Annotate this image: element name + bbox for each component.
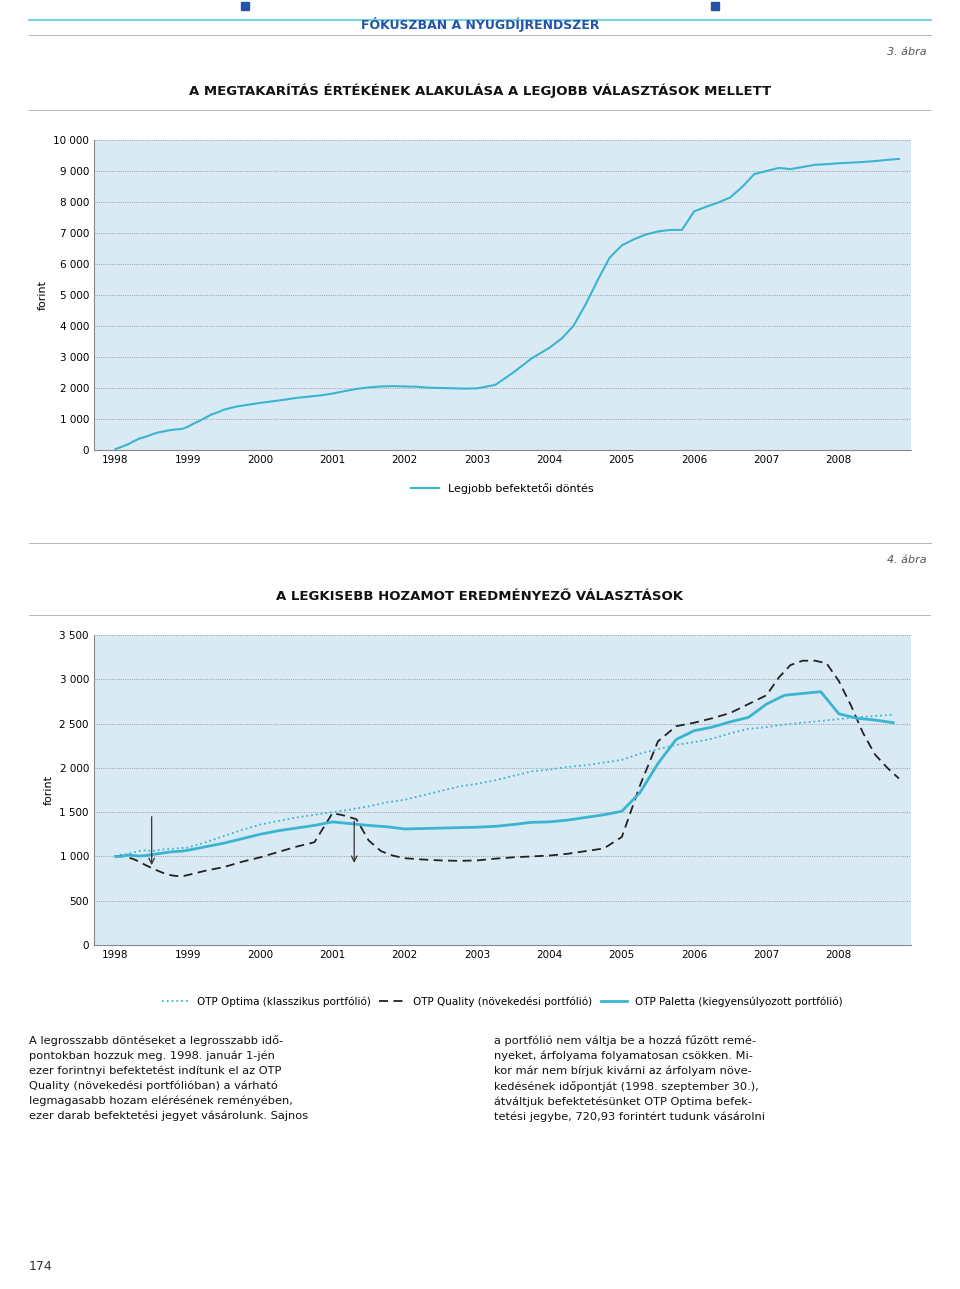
Text: A legrosszabb döntéseket a legrosszabb idő-
pontokban hozzuk meg. 1998. január 1: A legrosszabb döntéseket a legrosszabb i…: [29, 1035, 308, 1121]
Y-axis label: forint: forint: [44, 775, 54, 806]
Text: 4. ábra: 4. ábra: [887, 556, 926, 565]
Y-axis label: forint: forint: [37, 280, 47, 309]
Text: A MEGTAKARÍTÁS ÉRTÉKÉNEK ALAKULÁSA A LEGJOBB VÁLASZTÁSOK MELLETT: A MEGTAKARÍTÁS ÉRTÉKÉNEK ALAKULÁSA A LEG…: [189, 84, 771, 98]
Text: FÓKUSZBAN A NYUGDÍJRENDSZER: FÓKUSZBAN A NYUGDÍJRENDSZER: [361, 17, 599, 31]
Text: a portfólió nem váltja be a hozzá fűzött remé-
nyeket, árfolyama folyamatosan cs: a portfólió nem váltja be a hozzá fűzött…: [494, 1035, 765, 1123]
Text: 174: 174: [29, 1259, 53, 1274]
Legend: OTP Optima (klasszikus portfólió), OTP Quality (növekedési portfólió), OTP Palet: OTP Optima (klasszikus portfólió), OTP Q…: [158, 993, 847, 1011]
Text: 3. ábra: 3. ábra: [887, 48, 926, 57]
Legend: Legjobb befektetői döntés: Legjobb befektetői döntés: [407, 478, 598, 499]
Text: A LEGKISEBB HOZAMOT EREDMÉNYEZŐ VÁLASZTÁSOK: A LEGKISEBB HOZAMOT EREDMÉNYEZŐ VÁLASZTÁ…: [276, 589, 684, 602]
